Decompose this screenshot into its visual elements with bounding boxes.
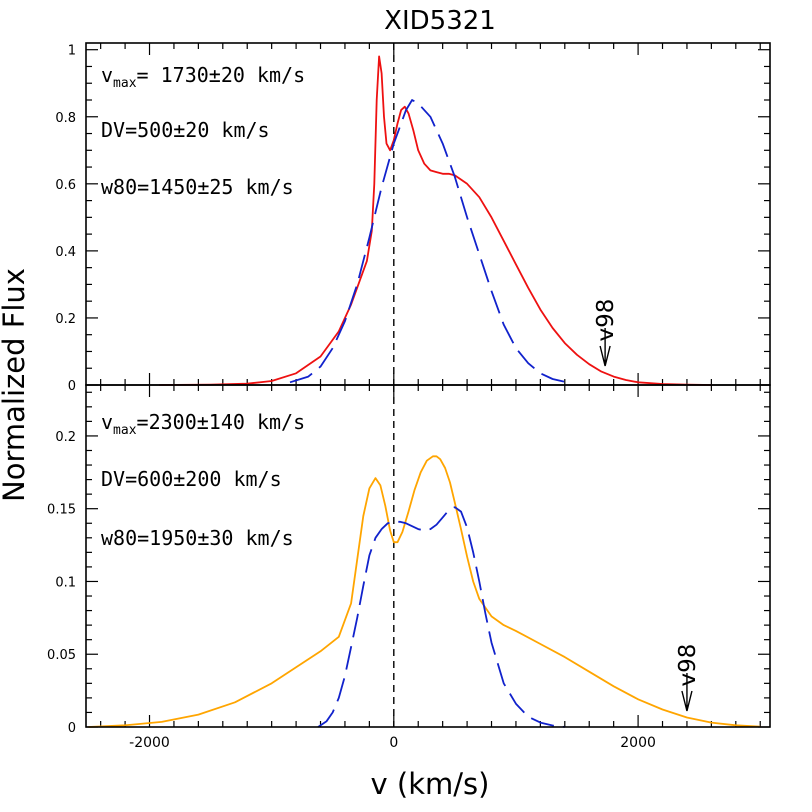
top-dv-annotation: DV=500±20 km/s <box>101 118 270 142</box>
x-axis-title: v (km/s) <box>371 767 490 801</box>
bottom-w80-annotation: w80=1950±30 km/s <box>101 526 294 550</box>
y-axis-title: Normalized Flux <box>0 268 31 502</box>
bottom-v98-arrow <box>681 673 693 712</box>
bottom-panel-frame <box>85 384 771 728</box>
top-panel-ticks: 0 0.2 0.4 0.6 0.8 1 <box>55 43 770 394</box>
top-vmax-annotation: vmax= 1730±20 km/s <box>101 63 305 91</box>
bottom-panel-curves <box>88 385 761 728</box>
top-w80-annotation: w80=1450±25 km/s <box>101 175 294 199</box>
top-panel-frame <box>85 42 771 386</box>
top-vmax-subscript: max <box>113 76 137 91</box>
y-tick-label: 0 <box>68 379 76 394</box>
y-tick-label: 0.15 <box>47 503 76 518</box>
x-axis-tick-labels: -2000 0 2000 <box>129 735 656 751</box>
bottom-vmax-subscript: max <box>113 423 137 438</box>
bottom-panel: 0 0.05 0.1 0.15 0.2 vmax=2300±140 km/s DV=60… <box>47 385 770 736</box>
y-tick-label: 0.1 <box>55 575 76 590</box>
y-tick-label: 0.2 <box>55 430 76 445</box>
y-tick-label: 0.8 <box>55 111 76 126</box>
y-tick-label: 0.6 <box>55 178 76 193</box>
gaussian-curve <box>289 99 572 385</box>
x-tick-label: 2000 <box>620 735 656 751</box>
y-tick-label: 0.2 <box>55 312 76 327</box>
plot-title: XID5321 <box>384 6 496 36</box>
bottom-vmax-prefix: v <box>101 410 113 434</box>
x-tick-label: 0 <box>389 735 398 751</box>
top-vmax-value: = 1730±20 km/s <box>137 63 306 87</box>
top-v98-arrow <box>599 328 611 367</box>
top-panel-curves <box>159 43 712 386</box>
y-tick-label: 0 <box>68 721 76 736</box>
bottom-panel-ticks: 0 0.05 0.1 0.15 0.2 <box>47 385 770 736</box>
bottom-vmax-value: =2300±140 km/s <box>137 410 306 434</box>
bottom-dv-annotation: DV=600±200 km/s <box>101 467 282 491</box>
bottom-v98-label: v98 <box>675 644 701 687</box>
profile-curve <box>88 455 761 728</box>
bottom-vmax-annotation: vmax=2300±140 km/s <box>101 410 305 438</box>
gaussian-curve <box>317 506 565 728</box>
top-v98-marker: v98 <box>593 299 619 367</box>
bottom-v98-marker: v98 <box>675 644 701 712</box>
top-vmax-prefix: v <box>101 63 113 87</box>
profile-curve <box>159 55 712 386</box>
top-v98-label: v98 <box>593 299 619 342</box>
top-panel: 0 0.2 0.4 0.6 0.8 1 vmax= 1730±20 km/s DV=500… <box>55 43 770 394</box>
y-tick-label: 0.05 <box>47 648 76 663</box>
x-tick-label: -2000 <box>129 735 170 751</box>
y-tick-label: 1 <box>68 44 76 59</box>
y-tick-label: 0.4 <box>55 245 76 260</box>
